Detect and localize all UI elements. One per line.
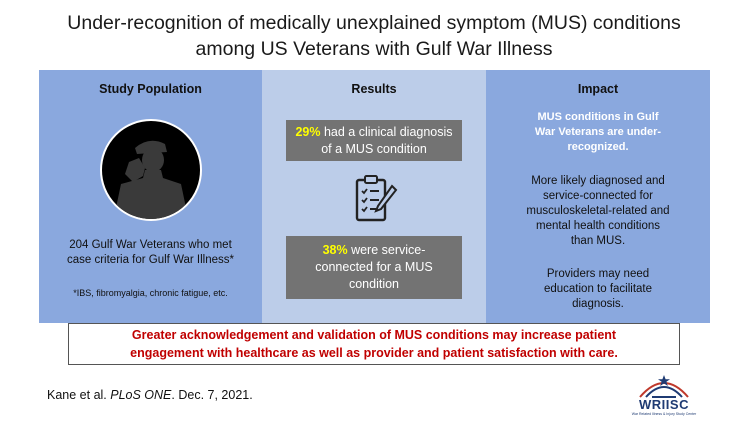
- impact-panel: Impact MUS conditions in Gulf War Vetera…: [486, 70, 710, 323]
- impact-heading: Impact: [577, 82, 619, 96]
- impact-p1-line-3: musculoskeletal-related and: [526, 205, 670, 217]
- impact-p1-line-4: mental health conditions: [535, 220, 661, 232]
- title-line-2: among US Veterans with Gulf War Illness: [195, 38, 553, 60]
- diagnosis-text-b: of a MUS condition: [321, 142, 427, 156]
- impact-p1-line-2: service-connected for: [543, 190, 653, 202]
- impact-highlight-line-1: MUS conditions in Gulf: [537, 111, 659, 123]
- impact-highlight-line-3: recognized.: [567, 141, 629, 153]
- impact-p1-line-1: More likely diagnosed and: [531, 175, 665, 187]
- population-line-1: 204 Gulf War Veterans who met: [69, 239, 232, 251]
- page-title: Under-recognition of medically unexplain…: [0, 10, 748, 62]
- diagnosis-text-a: had a clinical diagnosis: [320, 125, 453, 139]
- population-line-2: case criteria for Gulf War Illness*: [66, 254, 234, 266]
- impact-highlight: MUS conditions in Gulf War Veterans are …: [500, 110, 696, 155]
- diagnosis-percentage: 29%: [295, 125, 321, 139]
- impact-highlight-line-2: War Veterans are under-: [534, 126, 662, 138]
- service-connected-stat-box: 38% were service- connected for a MUS co…: [286, 236, 462, 299]
- conclusion-line-2: engagement with healthcare as well as pr…: [130, 346, 618, 360]
- citation-date: . Dec. 7, 2021.: [171, 388, 253, 402]
- impact-paragraph-1: More likely diagnosed and service-connec…: [496, 174, 700, 249]
- wriisc-logo: WRIISC War Related Illness & Injury Stud…: [630, 371, 698, 419]
- study-population-text: 204 Gulf War Veterans who met case crite…: [47, 238, 254, 268]
- conclusion-line-1: Greater acknowledgement and validation o…: [131, 328, 617, 342]
- diagnosis-stat-box: 29% had a clinical diagnosis of a MUS co…: [286, 120, 462, 161]
- impact-p1-line-5: than MUS.: [570, 235, 626, 247]
- saluting-soldier-icon: [100, 119, 202, 221]
- citation: Kane et al. PLoS ONE. Dec. 7, 2021.: [47, 388, 253, 402]
- impact-paragraph-2: Providers may need education to facilita…: [496, 267, 700, 312]
- study-population-heading: Study Population: [99, 82, 202, 96]
- citation-journal: PLoS ONE: [110, 388, 172, 402]
- service-connected-text-b: connected for a MUS: [315, 260, 433, 274]
- capitol-dome-icon: [639, 375, 689, 398]
- impact-p2-line-1: Providers may need: [546, 268, 650, 280]
- service-connected-percentage: 38%: [322, 243, 348, 257]
- impact-p2-line-2: education to facilitate: [543, 283, 653, 295]
- logo-name: WRIISC: [639, 397, 689, 412]
- title-line-1: Under-recognition of medically unexplain…: [67, 12, 681, 34]
- logo-subtitle: War Related Illness & Injury Study Cente…: [631, 412, 697, 416]
- citation-authors: Kane et al.: [47, 388, 111, 402]
- results-heading: Results: [351, 82, 397, 96]
- service-connected-text-c: condition: [348, 277, 400, 291]
- impact-p2-line-3: diagnosis.: [572, 298, 624, 310]
- panels: Study Population 204 Gulf War Veterans w…: [39, 70, 710, 323]
- service-connected-text-a: were service-: [347, 243, 426, 257]
- conclusion-banner: Greater acknowledgement and validation o…: [68, 323, 680, 365]
- study-population-panel: Study Population 204 Gulf War Veterans w…: [39, 70, 262, 323]
- results-panel: Results 29% had a clinical diagnosis of …: [262, 70, 486, 323]
- study-population-footnote: *IBS, fibromyalgia, chronic fatigue, etc…: [73, 288, 228, 298]
- clipboard-checklist-icon: [355, 175, 398, 222]
